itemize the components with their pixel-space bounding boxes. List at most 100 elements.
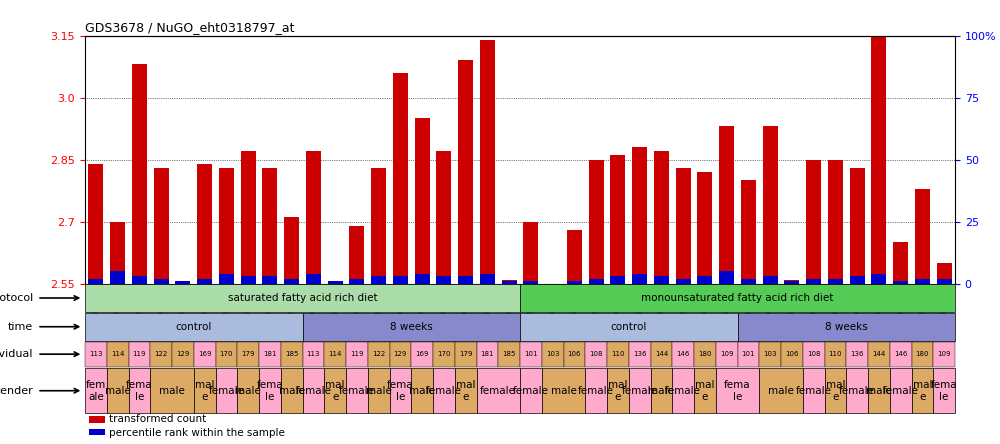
Bar bbox=[89, 416, 105, 423]
Text: mal
e: mal e bbox=[325, 380, 345, 401]
Text: mal
e: mal e bbox=[456, 380, 475, 401]
Text: female: female bbox=[665, 386, 701, 396]
Bar bbox=[390, 341, 411, 367]
Bar bbox=[324, 368, 346, 413]
Text: female: female bbox=[208, 386, 244, 396]
Bar bbox=[480, 274, 495, 284]
Bar bbox=[455, 341, 477, 367]
Bar bbox=[937, 279, 952, 284]
Text: transformed count: transformed count bbox=[109, 414, 207, 424]
Text: mal
e: mal e bbox=[608, 380, 628, 401]
Text: fema
le: fema le bbox=[257, 380, 283, 401]
Bar bbox=[85, 341, 107, 367]
Bar bbox=[520, 284, 955, 312]
Bar bbox=[850, 276, 865, 284]
Bar bbox=[632, 147, 647, 284]
Bar bbox=[672, 341, 694, 367]
Bar bbox=[110, 222, 125, 284]
Bar bbox=[328, 281, 343, 284]
Bar bbox=[346, 341, 368, 367]
Bar bbox=[128, 341, 150, 367]
Text: gender: gender bbox=[0, 386, 33, 396]
Text: 181: 181 bbox=[481, 351, 494, 357]
Bar bbox=[933, 368, 955, 413]
Text: 180: 180 bbox=[698, 351, 712, 357]
Bar bbox=[458, 276, 473, 284]
Bar bbox=[650, 341, 672, 367]
Bar bbox=[436, 276, 451, 284]
Bar bbox=[324, 341, 346, 367]
Bar bbox=[346, 368, 368, 413]
Bar bbox=[259, 341, 281, 367]
Bar bbox=[302, 341, 324, 367]
Text: individual: individual bbox=[0, 349, 33, 359]
Bar bbox=[237, 368, 259, 413]
Bar bbox=[436, 151, 451, 284]
Bar bbox=[477, 368, 520, 413]
Bar bbox=[197, 164, 212, 284]
Bar bbox=[411, 341, 433, 367]
Bar bbox=[241, 151, 256, 284]
Bar bbox=[654, 151, 669, 284]
Bar bbox=[607, 341, 629, 367]
Bar bbox=[850, 168, 865, 284]
Text: control: control bbox=[611, 322, 647, 332]
Bar bbox=[585, 368, 607, 413]
Text: 114: 114 bbox=[328, 351, 342, 357]
Bar bbox=[759, 341, 781, 367]
Text: male: male bbox=[768, 386, 794, 396]
Text: fema
le: fema le bbox=[724, 380, 751, 401]
Text: 103: 103 bbox=[763, 351, 777, 357]
Text: female: female bbox=[480, 386, 516, 396]
Bar bbox=[194, 341, 216, 367]
Bar bbox=[88, 279, 103, 284]
Text: 136: 136 bbox=[633, 351, 646, 357]
Bar bbox=[349, 279, 364, 284]
Bar bbox=[937, 263, 952, 284]
Text: fema
le: fema le bbox=[931, 380, 957, 401]
Text: 170: 170 bbox=[220, 351, 233, 357]
Bar bbox=[828, 159, 843, 284]
Bar bbox=[284, 279, 299, 284]
Bar bbox=[150, 368, 194, 413]
Text: saturated fatty acid rich diet: saturated fatty acid rich diet bbox=[228, 293, 377, 303]
Text: 179: 179 bbox=[241, 351, 255, 357]
Bar bbox=[564, 341, 585, 367]
Text: 108: 108 bbox=[807, 351, 820, 357]
Text: monounsaturated fatty acid rich diet: monounsaturated fatty acid rich diet bbox=[641, 293, 834, 303]
Bar bbox=[781, 341, 803, 367]
Bar bbox=[589, 279, 604, 284]
Text: male: male bbox=[279, 386, 305, 396]
Text: 113: 113 bbox=[307, 351, 320, 357]
Bar bbox=[132, 276, 147, 284]
Bar bbox=[784, 281, 799, 284]
Bar bbox=[498, 341, 520, 367]
Bar bbox=[523, 281, 538, 284]
Bar bbox=[107, 368, 128, 413]
Bar bbox=[281, 341, 302, 367]
Bar bbox=[520, 368, 542, 413]
Text: 110: 110 bbox=[829, 351, 842, 357]
Bar bbox=[784, 280, 799, 284]
Bar bbox=[629, 341, 650, 367]
Text: 8 weeks: 8 weeks bbox=[390, 322, 433, 332]
Text: 179: 179 bbox=[459, 351, 472, 357]
Bar bbox=[371, 276, 386, 284]
Bar bbox=[893, 281, 908, 284]
Text: 106: 106 bbox=[785, 351, 799, 357]
Bar bbox=[697, 172, 712, 284]
Bar bbox=[85, 368, 107, 413]
Text: GDS3678 / NuGO_eht0318797_at: GDS3678 / NuGO_eht0318797_at bbox=[85, 21, 294, 34]
Bar bbox=[393, 73, 408, 284]
Bar bbox=[411, 368, 433, 413]
Bar bbox=[824, 341, 846, 367]
Text: 109: 109 bbox=[720, 351, 733, 357]
Bar bbox=[88, 164, 103, 284]
Bar bbox=[284, 218, 299, 284]
Bar bbox=[868, 341, 890, 367]
Text: fema
le: fema le bbox=[126, 380, 153, 401]
Bar bbox=[763, 276, 778, 284]
Bar bbox=[415, 118, 430, 284]
Text: 180: 180 bbox=[916, 351, 929, 357]
Bar bbox=[632, 274, 647, 284]
